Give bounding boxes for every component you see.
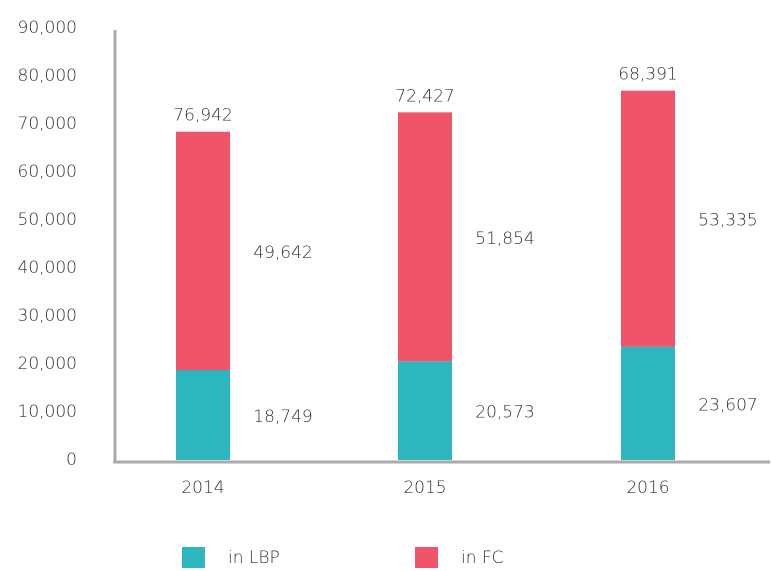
- total-label: 68,391: [618, 65, 677, 85]
- y-tick-label: 10,000: [18, 402, 77, 422]
- bar-segment: [621, 346, 675, 460]
- data-label: 53,335: [698, 211, 757, 231]
- y-tick-label: 30,000: [18, 306, 77, 326]
- y-tick-label: 90,000: [18, 18, 77, 38]
- data-label: 18,749: [253, 407, 312, 427]
- y-tick-label: 20,000: [18, 354, 77, 374]
- y-tick-label: 40,000: [18, 258, 77, 278]
- y-tick-label: 80,000: [18, 66, 77, 86]
- bar-segment: [398, 361, 452, 460]
- total-label: 72,427: [395, 86, 454, 106]
- x-tick-label: 2014: [181, 478, 224, 498]
- y-tick-label: 70,000: [18, 114, 77, 134]
- legend-swatch: [415, 547, 438, 568]
- data-label: 20,573: [475, 403, 534, 423]
- data-label: 49,642: [253, 243, 312, 263]
- bar-segment: [398, 112, 452, 362]
- legend-label: in FC: [461, 548, 504, 568]
- legend-swatch: [182, 547, 205, 568]
- y-tick-label: 0: [66, 450, 77, 470]
- data-label: 51,854: [475, 229, 534, 249]
- y-tick-label: 60,000: [18, 162, 77, 182]
- bar-segment: [176, 131, 230, 371]
- x-tick-label: 2015: [403, 478, 446, 498]
- y-tick-label: 50,000: [18, 210, 77, 230]
- data-label: 23,607: [698, 395, 757, 415]
- x-tick-label: 2016: [626, 478, 669, 498]
- total-label: 76,942: [173, 106, 232, 126]
- bar-segment: [621, 90, 675, 347]
- bar-segment: [176, 370, 230, 460]
- legend-label: in LBP: [228, 548, 280, 568]
